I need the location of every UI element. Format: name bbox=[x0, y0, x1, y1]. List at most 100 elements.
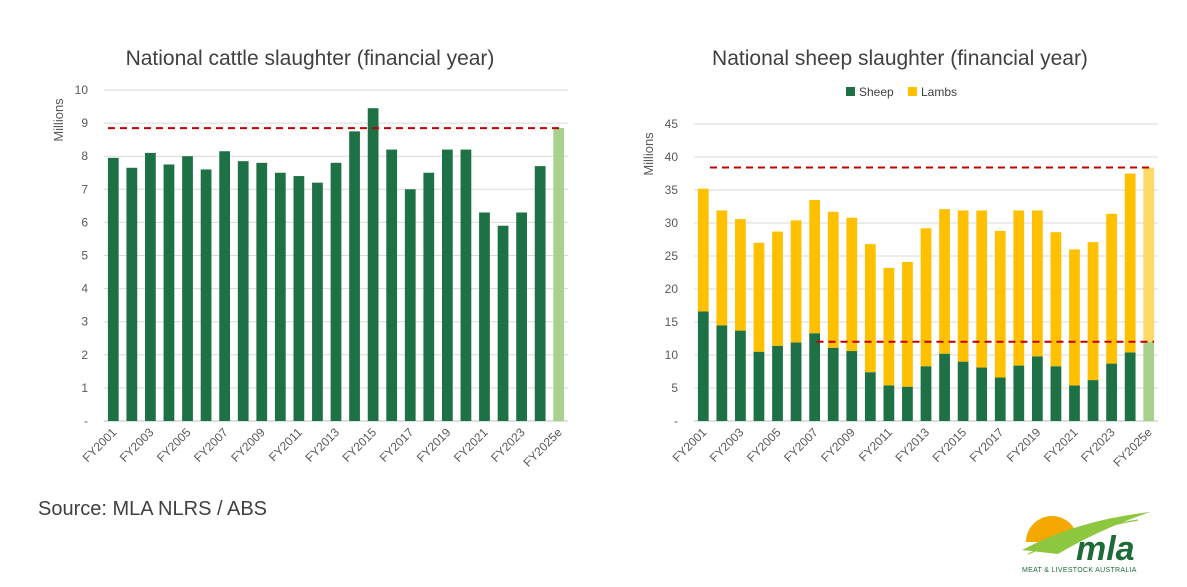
y-tick-label: 10 bbox=[665, 348, 679, 362]
x-tick-label: FY2013 bbox=[893, 425, 933, 465]
bar bbox=[312, 182, 323, 421]
bar-sheep bbox=[772, 345, 783, 421]
bar-lambs bbox=[939, 209, 950, 354]
bar bbox=[200, 169, 212, 421]
bar-sheep bbox=[1124, 352, 1136, 421]
bar bbox=[404, 189, 416, 421]
bar bbox=[497, 225, 509, 421]
chart-title: National cattle slaughter (financial yea… bbox=[126, 47, 495, 70]
y-tick-label: 20 bbox=[665, 282, 679, 296]
y-tick-label: 25 bbox=[665, 249, 679, 263]
bar-sheep bbox=[827, 347, 839, 421]
x-tick-label: FY2025e bbox=[1111, 425, 1156, 470]
bar-lambs bbox=[716, 210, 728, 326]
bar bbox=[126, 167, 138, 421]
y-tick-label: 2 bbox=[81, 348, 88, 362]
bar bbox=[534, 166, 546, 421]
bar-lambs bbox=[1087, 242, 1099, 381]
bar-lambs bbox=[864, 244, 876, 373]
x-tick-label: FY2015 bbox=[930, 425, 970, 465]
bar-sheep bbox=[1106, 363, 1117, 421]
bar-sheep bbox=[846, 351, 858, 421]
x-tick-label: FY2015 bbox=[340, 425, 380, 465]
bar-lambs bbox=[994, 230, 1006, 378]
bar-lambs bbox=[1050, 232, 1062, 367]
bar-sheep bbox=[1087, 380, 1099, 421]
bar bbox=[423, 172, 435, 421]
y-tick-label: 4 bbox=[81, 282, 88, 296]
bar-lambs bbox=[976, 210, 988, 368]
y-tick-label: 45 bbox=[665, 117, 679, 131]
bar-sheep bbox=[1031, 356, 1043, 421]
x-tick-label: FY2005 bbox=[744, 425, 784, 465]
bar-sheep bbox=[716, 325, 728, 421]
bar-sheep bbox=[1050, 366, 1062, 421]
bar bbox=[441, 149, 453, 421]
bar-sheep bbox=[697, 311, 709, 421]
x-tick-label: FY2003 bbox=[707, 425, 747, 465]
y-tick-label: 6 bbox=[81, 215, 88, 229]
y-tick-label: 5 bbox=[81, 249, 88, 263]
bar-lambs bbox=[846, 217, 858, 352]
bar bbox=[330, 162, 342, 421]
mla-logo: mla MEAT & LIVESTOCK AUSTRALIA bbox=[1022, 512, 1150, 574]
bar bbox=[349, 131, 360, 421]
bar-sheep bbox=[753, 351, 765, 421]
bar-sheep bbox=[902, 386, 913, 421]
bar-sheep bbox=[994, 377, 1006, 421]
bar-lambs bbox=[753, 242, 765, 352]
y-tick-label: 40 bbox=[665, 150, 679, 164]
y-tick-label: 35 bbox=[665, 183, 679, 197]
y-axis-label: Millions bbox=[641, 132, 656, 176]
logo-word: mla bbox=[1076, 530, 1135, 568]
bar-lambs bbox=[1143, 167, 1155, 342]
y-tick-label: 5 bbox=[671, 381, 678, 395]
bar-lambs bbox=[1124, 173, 1136, 353]
bar-lambs bbox=[827, 211, 839, 348]
bar-sheep bbox=[809, 333, 821, 421]
bar bbox=[460, 149, 472, 421]
bar-lambs bbox=[772, 231, 783, 346]
bar-lambs bbox=[1031, 210, 1043, 357]
y-tick-label: 15 bbox=[665, 315, 679, 329]
bar-lambs bbox=[735, 219, 746, 331]
x-tick-label: FY2021 bbox=[451, 425, 491, 465]
bar bbox=[479, 212, 490, 421]
bar bbox=[237, 161, 249, 422]
bar-lambs bbox=[1069, 249, 1080, 386]
bar-lambs bbox=[920, 228, 932, 367]
source-note: Source: MLA NLRS / ABS bbox=[38, 498, 267, 520]
bar-sheep bbox=[1143, 341, 1155, 421]
bar-lambs bbox=[883, 267, 895, 386]
x-tick-label: FY2019 bbox=[1004, 425, 1044, 465]
bar bbox=[163, 164, 175, 421]
x-tick-label: FY2017 bbox=[377, 425, 417, 465]
y-tick-label: 8 bbox=[81, 149, 88, 163]
y-tick-label: - bbox=[84, 414, 88, 428]
bar bbox=[256, 162, 268, 421]
bar-sheep bbox=[939, 353, 950, 421]
bar bbox=[293, 176, 305, 421]
bar bbox=[274, 172, 286, 421]
legend-label: Lambs bbox=[921, 85, 957, 99]
chart-title: National sheep slaughter (financial year… bbox=[712, 47, 1088, 70]
y-axis-label: Millions bbox=[51, 98, 66, 142]
y-tick-label: 10 bbox=[75, 83, 89, 97]
x-tick-label: FY2009 bbox=[818, 425, 858, 465]
bar-sheep bbox=[790, 342, 802, 421]
bar-sheep bbox=[864, 372, 876, 421]
y-tick-label: 7 bbox=[81, 182, 88, 196]
bar-sheep bbox=[1013, 365, 1025, 421]
x-tick-label: FY2001 bbox=[80, 425, 120, 465]
y-tick-label: - bbox=[674, 414, 678, 428]
x-tick-label: FY2021 bbox=[1041, 425, 1081, 465]
x-tick-label: FY2007 bbox=[191, 425, 231, 465]
x-tick-label: FY2017 bbox=[967, 425, 1007, 465]
x-tick-label: FY2011 bbox=[856, 425, 895, 464]
bar bbox=[219, 151, 231, 422]
bar bbox=[107, 157, 119, 422]
bar-sheep bbox=[920, 366, 932, 421]
bar bbox=[182, 156, 193, 421]
y-tick-label: 9 bbox=[81, 116, 88, 130]
